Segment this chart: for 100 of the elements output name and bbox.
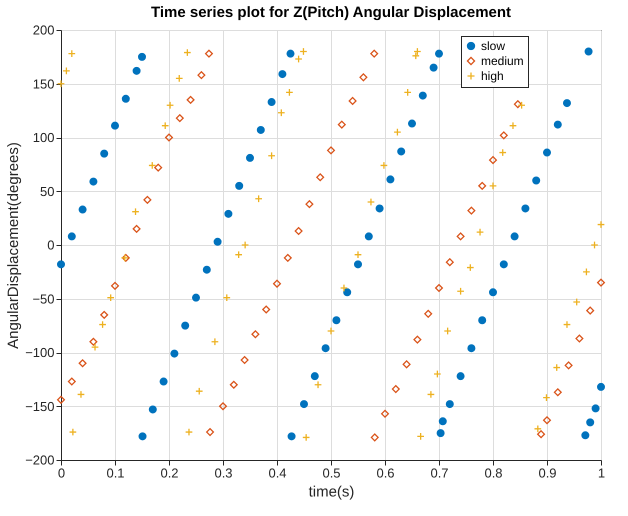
point xyxy=(256,126,265,134)
point xyxy=(254,194,263,203)
point xyxy=(68,50,76,58)
point xyxy=(181,322,190,330)
point xyxy=(467,344,476,352)
point xyxy=(426,390,435,398)
point xyxy=(510,232,519,240)
point xyxy=(466,264,474,272)
point xyxy=(268,152,276,160)
point xyxy=(138,52,146,61)
point xyxy=(404,88,412,96)
point xyxy=(154,164,162,172)
point xyxy=(210,338,219,346)
point xyxy=(596,220,606,229)
point xyxy=(132,66,141,75)
point xyxy=(581,431,590,440)
point xyxy=(413,336,422,344)
point xyxy=(521,204,530,212)
point xyxy=(438,417,447,426)
point xyxy=(370,433,379,442)
chart-title: Time series plot for Z(Pitch) Angular Displacement xyxy=(150,4,512,21)
point xyxy=(488,182,498,190)
point xyxy=(197,71,206,80)
point xyxy=(310,372,319,380)
x-tick-label: 0.4 xyxy=(268,466,287,480)
point xyxy=(446,400,454,408)
x-axis-title: time(s) xyxy=(308,484,354,500)
x-tick-label: 0.8 xyxy=(484,466,503,480)
point xyxy=(370,50,378,58)
point xyxy=(446,258,454,266)
y-tick-label: 200 xyxy=(32,22,54,38)
point xyxy=(424,310,432,318)
point xyxy=(500,260,508,268)
point xyxy=(434,50,444,58)
point xyxy=(488,288,498,296)
point xyxy=(348,96,357,105)
point xyxy=(380,161,388,170)
point xyxy=(195,387,204,396)
point xyxy=(176,114,184,122)
point xyxy=(170,350,178,358)
point xyxy=(98,320,107,329)
point xyxy=(542,416,552,424)
x-tick-label: 1 xyxy=(598,466,606,480)
y-tick-label: 0 xyxy=(47,238,54,252)
point xyxy=(418,92,427,100)
point xyxy=(89,178,98,186)
point xyxy=(285,88,294,96)
point xyxy=(192,294,200,302)
point xyxy=(542,394,550,402)
point xyxy=(89,338,98,346)
point xyxy=(364,232,373,240)
x-tick-label: 0 xyxy=(58,466,66,480)
point xyxy=(314,380,322,389)
point xyxy=(235,182,244,190)
point xyxy=(554,120,562,129)
point xyxy=(302,433,310,442)
point xyxy=(222,294,231,302)
point xyxy=(596,278,606,287)
point xyxy=(582,268,590,276)
point xyxy=(478,182,486,190)
point xyxy=(68,428,77,436)
point xyxy=(562,320,571,329)
point xyxy=(202,266,211,274)
point xyxy=(183,48,192,57)
x-tick-label: 0.6 xyxy=(376,466,395,480)
point xyxy=(393,128,402,136)
point xyxy=(78,359,87,368)
y-tick-label: 150 xyxy=(32,76,54,92)
point xyxy=(316,173,324,182)
point xyxy=(288,432,296,440)
point xyxy=(305,200,314,208)
point xyxy=(498,148,507,157)
point xyxy=(68,232,76,240)
point xyxy=(240,356,249,364)
point xyxy=(138,432,147,440)
point xyxy=(91,343,100,352)
point xyxy=(160,378,168,386)
y-tick-label: −50 xyxy=(32,291,54,306)
point xyxy=(592,404,600,412)
point xyxy=(148,405,157,414)
point xyxy=(575,334,584,343)
point xyxy=(284,254,292,262)
point xyxy=(230,380,238,389)
point xyxy=(596,382,606,391)
point xyxy=(478,316,486,324)
point xyxy=(294,55,303,64)
y-tick-label: −100 xyxy=(25,345,54,360)
point xyxy=(132,224,141,233)
point xyxy=(416,432,425,440)
point xyxy=(166,101,174,110)
point xyxy=(322,344,330,352)
point xyxy=(514,100,522,108)
point xyxy=(161,122,170,130)
x-tick-label: 0.1 xyxy=(106,466,125,480)
point xyxy=(272,280,282,288)
point xyxy=(508,122,517,130)
point xyxy=(224,210,232,218)
y-tick-label: −200 xyxy=(25,452,54,468)
point xyxy=(456,232,465,240)
point xyxy=(299,47,308,56)
